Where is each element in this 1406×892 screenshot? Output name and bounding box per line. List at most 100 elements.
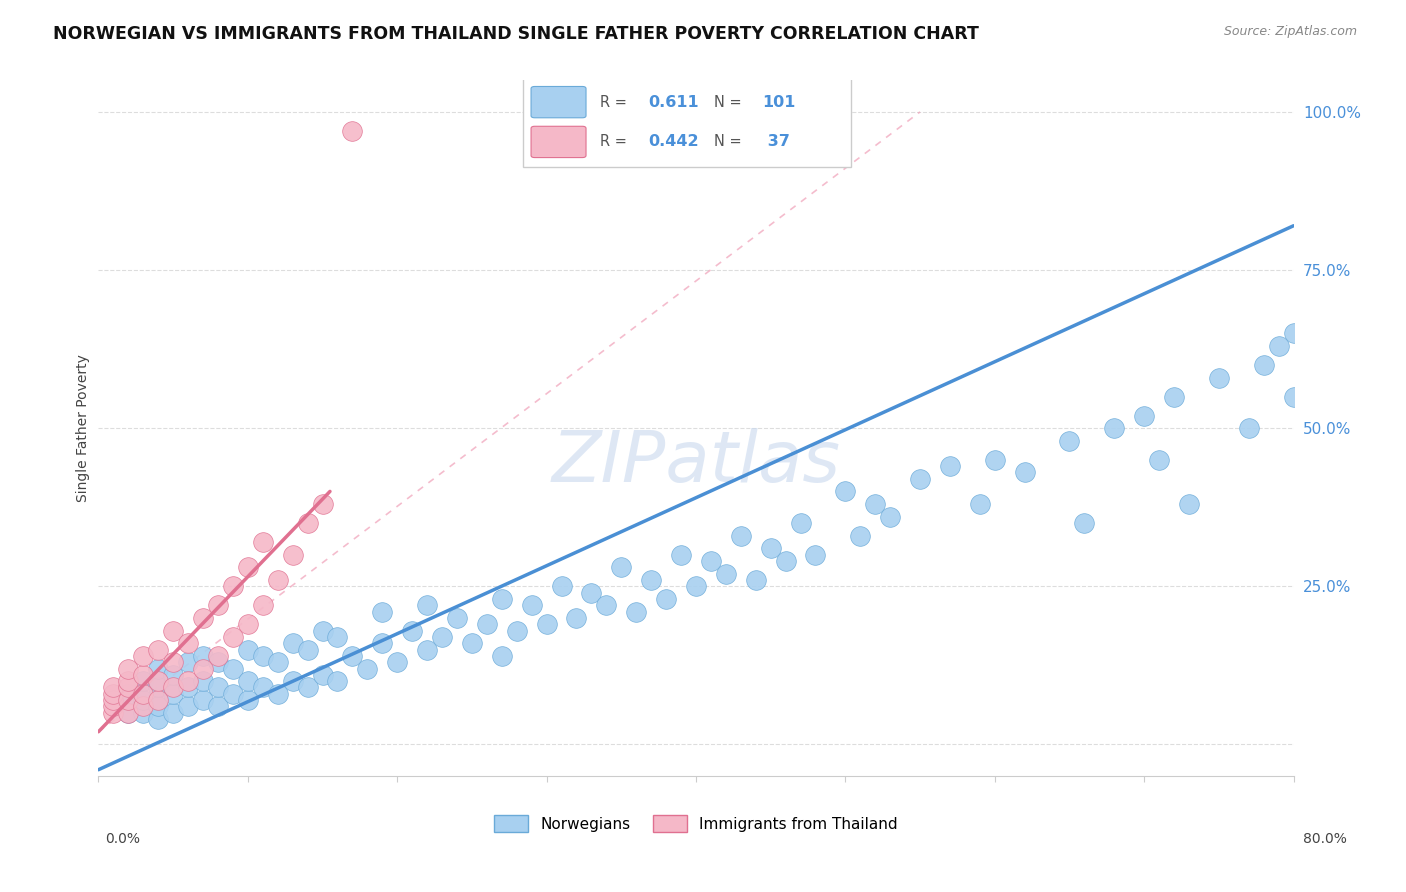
Point — [879, 509, 901, 524]
Point — [117, 706, 139, 720]
Point — [236, 642, 259, 657]
Point — [191, 674, 214, 689]
Point — [1163, 390, 1185, 404]
Text: ZIPatlas: ZIPatlas — [551, 428, 841, 498]
Point — [311, 497, 333, 511]
Point — [1327, 294, 1350, 309]
Point — [1104, 421, 1126, 435]
Point — [775, 554, 797, 568]
Point — [461, 636, 484, 650]
Point — [700, 554, 723, 568]
Point — [804, 548, 827, 562]
Point — [117, 687, 139, 701]
Point — [148, 681, 170, 695]
Point — [132, 668, 155, 682]
Point — [311, 668, 333, 682]
Point — [207, 655, 229, 669]
Point — [117, 661, 139, 675]
Point — [1208, 370, 1230, 384]
Point — [162, 668, 184, 682]
Point — [177, 699, 200, 714]
Point — [162, 706, 184, 720]
Point — [908, 472, 931, 486]
Point — [177, 681, 200, 695]
Point — [1386, 326, 1406, 341]
Point — [834, 484, 856, 499]
Text: NORWEGIAN VS IMMIGRANTS FROM THAILAND SINGLE FATHER POVERTY CORRELATION CHART: NORWEGIAN VS IMMIGRANTS FROM THAILAND SI… — [53, 25, 980, 43]
Text: N =: N = — [714, 95, 747, 110]
Point — [1282, 326, 1305, 341]
Point — [297, 642, 319, 657]
Text: R =: R = — [600, 135, 631, 150]
Point — [252, 681, 274, 695]
Text: 101: 101 — [762, 95, 794, 110]
Point — [117, 693, 139, 707]
Point — [162, 655, 184, 669]
Y-axis label: Single Father Poverty: Single Father Poverty — [76, 354, 90, 502]
Point — [132, 699, 155, 714]
Point — [1014, 466, 1036, 480]
Point — [385, 655, 409, 669]
Point — [297, 516, 319, 530]
Point — [281, 674, 304, 689]
Point — [491, 591, 513, 606]
Point — [1133, 409, 1156, 423]
Point — [267, 655, 290, 669]
Point — [222, 661, 245, 675]
Point — [430, 630, 453, 644]
Point — [103, 681, 125, 695]
FancyBboxPatch shape — [531, 87, 586, 118]
Point — [1402, 263, 1406, 277]
FancyBboxPatch shape — [523, 77, 852, 168]
Point — [1147, 452, 1170, 467]
Point — [326, 674, 349, 689]
Point — [162, 687, 184, 701]
Point — [103, 699, 125, 714]
Text: R =: R = — [600, 95, 631, 110]
Point — [207, 681, 229, 695]
Point — [416, 642, 439, 657]
Point — [640, 573, 662, 587]
Point — [191, 611, 214, 625]
Legend: Norwegians, Immigrants from Thailand: Norwegians, Immigrants from Thailand — [488, 809, 904, 838]
Point — [342, 648, 364, 663]
Point — [132, 648, 155, 663]
Point — [236, 674, 259, 689]
Point — [207, 699, 229, 714]
Point — [491, 648, 513, 663]
Point — [475, 617, 498, 632]
Point — [371, 605, 394, 619]
Point — [1253, 358, 1275, 372]
Point — [252, 599, 274, 613]
Point — [252, 535, 274, 549]
Point — [1312, 370, 1334, 384]
Point — [252, 648, 274, 663]
Point — [132, 693, 155, 707]
Text: 0.442: 0.442 — [648, 135, 699, 150]
Point — [222, 630, 245, 644]
Point — [222, 579, 245, 593]
Point — [610, 560, 633, 574]
Point — [311, 624, 333, 638]
Point — [148, 712, 170, 726]
Point — [520, 599, 543, 613]
Point — [1059, 434, 1081, 448]
Point — [401, 624, 423, 638]
Point — [132, 706, 155, 720]
Point — [326, 630, 349, 644]
Point — [236, 693, 259, 707]
Point — [446, 611, 468, 625]
Point — [1073, 516, 1095, 530]
Point — [117, 674, 139, 689]
Point — [148, 661, 170, 675]
Point — [132, 687, 155, 701]
Point — [1237, 421, 1260, 435]
Point — [281, 548, 304, 562]
Point — [371, 636, 394, 650]
Point — [148, 674, 170, 689]
Point — [222, 687, 245, 701]
Text: 0.0%: 0.0% — [105, 832, 141, 846]
Point — [103, 706, 125, 720]
Point — [207, 648, 229, 663]
Text: N =: N = — [714, 135, 747, 150]
